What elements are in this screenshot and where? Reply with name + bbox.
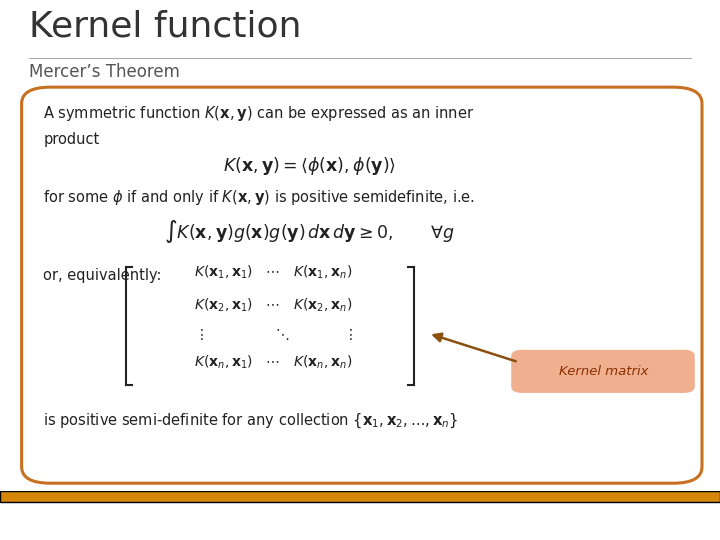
- Text: for some $\phi$ if and only if $K(\mathbf{x}, \mathbf{y})$ is positive semidefin: for some $\phi$ if and only if $K(\mathb…: [43, 188, 475, 207]
- Text: A symmetric function $K(\mathbf{x}, \mathbf{y})$ can be expressed as an inner: A symmetric function $K(\mathbf{x}, \mat…: [43, 104, 474, 123]
- Text: is positive semi-definite for any collection $\{\mathbf{x}_1, \mathbf{x}_2, \ldo: is positive semi-definite for any collec…: [43, 411, 459, 430]
- Text: product: product: [43, 132, 99, 147]
- Text: $K(\mathbf{x}, \mathbf{y}) = \langle \phi(\mathbf{x}), \phi(\mathbf{y}) \rangle$: $K(\mathbf{x}, \mathbf{y}) = \langle \ph…: [223, 155, 396, 177]
- FancyBboxPatch shape: [22, 87, 702, 483]
- Text: PATTERN RECOGNITION: PATTERN RECOGNITION: [296, 517, 424, 526]
- Text: $\int K(\mathbf{x}, \mathbf{y})g(\mathbf{x})g(\mathbf{y})\,d\mathbf{x}\,d\mathbf: $\int K(\mathbf{x}, \mathbf{y})g(\mathbf…: [164, 219, 455, 246]
- Text: 12/3/2020: 12/3/2020: [29, 517, 78, 526]
- Text: $K(\mathbf{x}_n, \mathbf{x}_1) \quad \cdots \quad K(\mathbf{x}_n, \mathbf{x}_n)$: $K(\mathbf{x}_n, \mathbf{x}_1) \quad \cd…: [194, 354, 353, 372]
- Text: $K(\mathbf{x}_2, \mathbf{x}_1) \quad \cdots \quad K(\mathbf{x}_2, \mathbf{x}_n)$: $K(\mathbf{x}_2, \mathbf{x}_1) \quad \cd…: [194, 296, 353, 314]
- Text: $\vdots \qquad\qquad\quad \ddots \qquad\qquad \vdots$: $\vdots \qquad\qquad\quad \ddots \qquad\…: [194, 327, 353, 342]
- Text: Kernel function: Kernel function: [29, 10, 301, 44]
- Text: 51: 51: [679, 517, 691, 526]
- Text: Kernel matrix: Kernel matrix: [559, 365, 648, 378]
- Text: or, equivalently:: or, equivalently:: [43, 268, 162, 283]
- Text: Mercer’s Theorem: Mercer’s Theorem: [29, 63, 180, 81]
- FancyBboxPatch shape: [0, 491, 720, 502]
- Text: $K(\mathbf{x}_1, \mathbf{x}_1) \quad \cdots \quad K(\mathbf{x}_1, \mathbf{x}_n)$: $K(\mathbf{x}_1, \mathbf{x}_1) \quad \cd…: [194, 264, 353, 281]
- FancyBboxPatch shape: [511, 350, 695, 393]
